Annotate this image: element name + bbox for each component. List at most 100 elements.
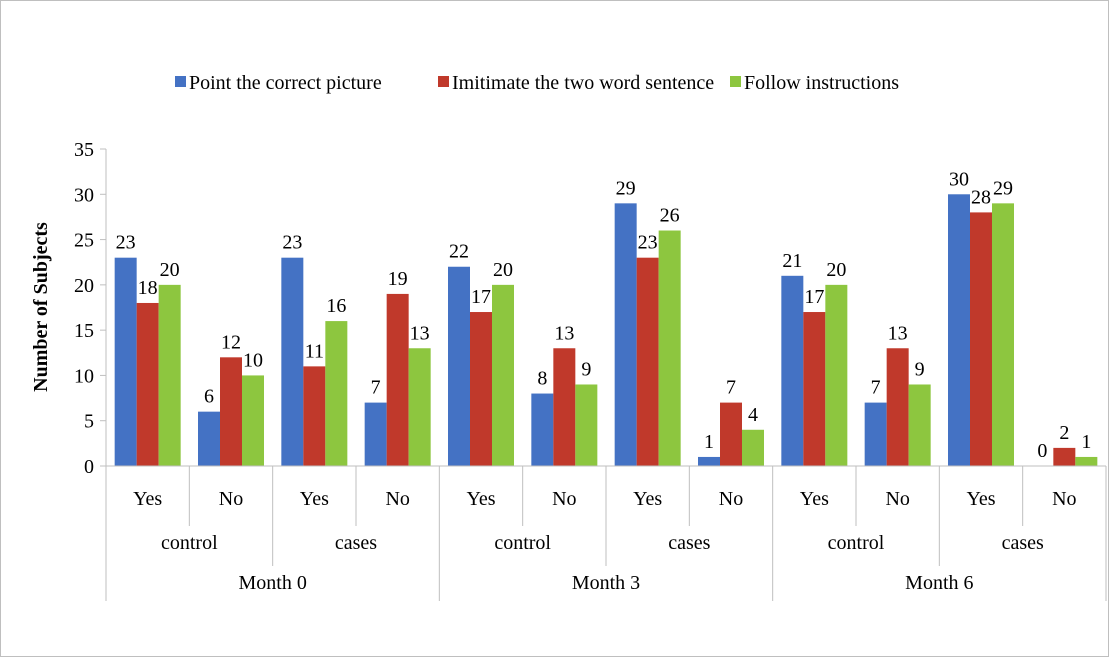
bar (448, 266, 470, 466)
bar (970, 212, 992, 466)
group-label: control (161, 532, 218, 554)
bar (325, 321, 348, 466)
bar (303, 366, 326, 466)
bar (614, 203, 637, 467)
bar (864, 402, 887, 466)
data-label: 23 (116, 232, 136, 254)
y-tick-label: 15 (74, 320, 94, 342)
data-label: 20 (493, 259, 513, 281)
category-label: No (885, 488, 909, 510)
data-label: 18 (138, 277, 158, 299)
data-label: 23 (638, 232, 658, 254)
group-label: control (828, 532, 885, 554)
bar (1053, 447, 1076, 466)
bar (698, 456, 720, 466)
month-label: Month 3 (572, 572, 640, 594)
data-label: 13 (554, 322, 574, 344)
bar (992, 203, 1014, 467)
data-label: 7 (726, 377, 736, 399)
legend-entry: Imitimate the two word sentence (452, 72, 714, 94)
bar (492, 284, 514, 466)
category-label: No (1052, 488, 1076, 510)
legend-entry: Follow instructions (744, 72, 899, 94)
bars (114, 194, 1098, 467)
data-label: 0 (1037, 440, 1047, 462)
data-label: 9 (915, 358, 925, 380)
y-axis-ticks: 0 5 10 15 20 25 30 35 (74, 139, 106, 478)
bar (531, 393, 554, 466)
bar (636, 257, 659, 466)
data-label: 19 (388, 268, 408, 290)
bar (198, 411, 220, 466)
legend-swatch (730, 76, 741, 87)
data-label: 21 (782, 250, 802, 272)
axes (105, 149, 1107, 601)
bar (408, 348, 431, 466)
data-label: 1 (1081, 431, 1091, 453)
data-label: 13 (410, 322, 430, 344)
data-label: 1 (704, 431, 714, 453)
data-label: 28 (971, 186, 991, 208)
data-label: 16 (326, 295, 346, 317)
bar (470, 312, 492, 466)
category-label: Yes (466, 488, 495, 510)
bar (242, 375, 264, 466)
bar (136, 302, 159, 466)
data-labels: 2318206121023111671913221720813929232617… (116, 168, 1092, 462)
y-tick-label: 35 (74, 139, 94, 161)
category-label: Yes (300, 488, 329, 510)
bar (553, 348, 576, 466)
data-label: 20 (826, 259, 846, 281)
group-label: cases (668, 532, 710, 554)
data-label: 13 (888, 322, 908, 344)
bar (886, 348, 909, 466)
data-label: 9 (581, 358, 591, 380)
data-label: 12 (221, 331, 241, 353)
bar (575, 384, 598, 466)
category-label: No (385, 488, 409, 510)
bar (825, 284, 848, 466)
data-label: 23 (282, 232, 302, 254)
category-label: No (552, 488, 576, 510)
legend: Point the correct picture Imitimate the t… (175, 72, 899, 94)
category-label: Yes (966, 488, 995, 510)
data-label: 4 (748, 404, 758, 426)
bar (720, 402, 742, 466)
data-label: 17 (804, 286, 824, 308)
category-label: No (219, 488, 243, 510)
data-label: 7 (371, 377, 381, 399)
data-label: 2 (1059, 422, 1069, 444)
data-label: 7 (871, 377, 881, 399)
category-label: Yes (633, 488, 662, 510)
bar (220, 357, 242, 466)
group-label: cases (1002, 532, 1044, 554)
y-axis-label: Number of Subjects (30, 222, 52, 392)
data-label: 20 (160, 259, 180, 281)
data-label: 11 (305, 340, 324, 362)
y-tick-label: 0 (84, 456, 94, 478)
data-label: 6 (204, 386, 214, 408)
category-label: No (719, 488, 743, 510)
legend-swatch (438, 76, 449, 87)
y-tick-label: 20 (74, 275, 94, 297)
category-label: Yes (800, 488, 829, 510)
bar (114, 257, 137, 466)
bar (742, 429, 764, 466)
legend-entry: Point the correct picture (189, 72, 382, 94)
bar (364, 402, 387, 466)
bar (158, 284, 181, 466)
y-tick-label: 30 (74, 184, 94, 206)
y-tick-label: 10 (74, 365, 94, 387)
bar (908, 384, 931, 466)
bar (386, 293, 409, 466)
y-tick-label: 5 (84, 411, 94, 433)
bar (658, 230, 681, 466)
bar (803, 312, 826, 466)
legend-swatch (175, 76, 186, 87)
month-label: Month 0 (238, 572, 306, 594)
group-label: control (494, 532, 551, 554)
data-label: 26 (660, 205, 680, 227)
